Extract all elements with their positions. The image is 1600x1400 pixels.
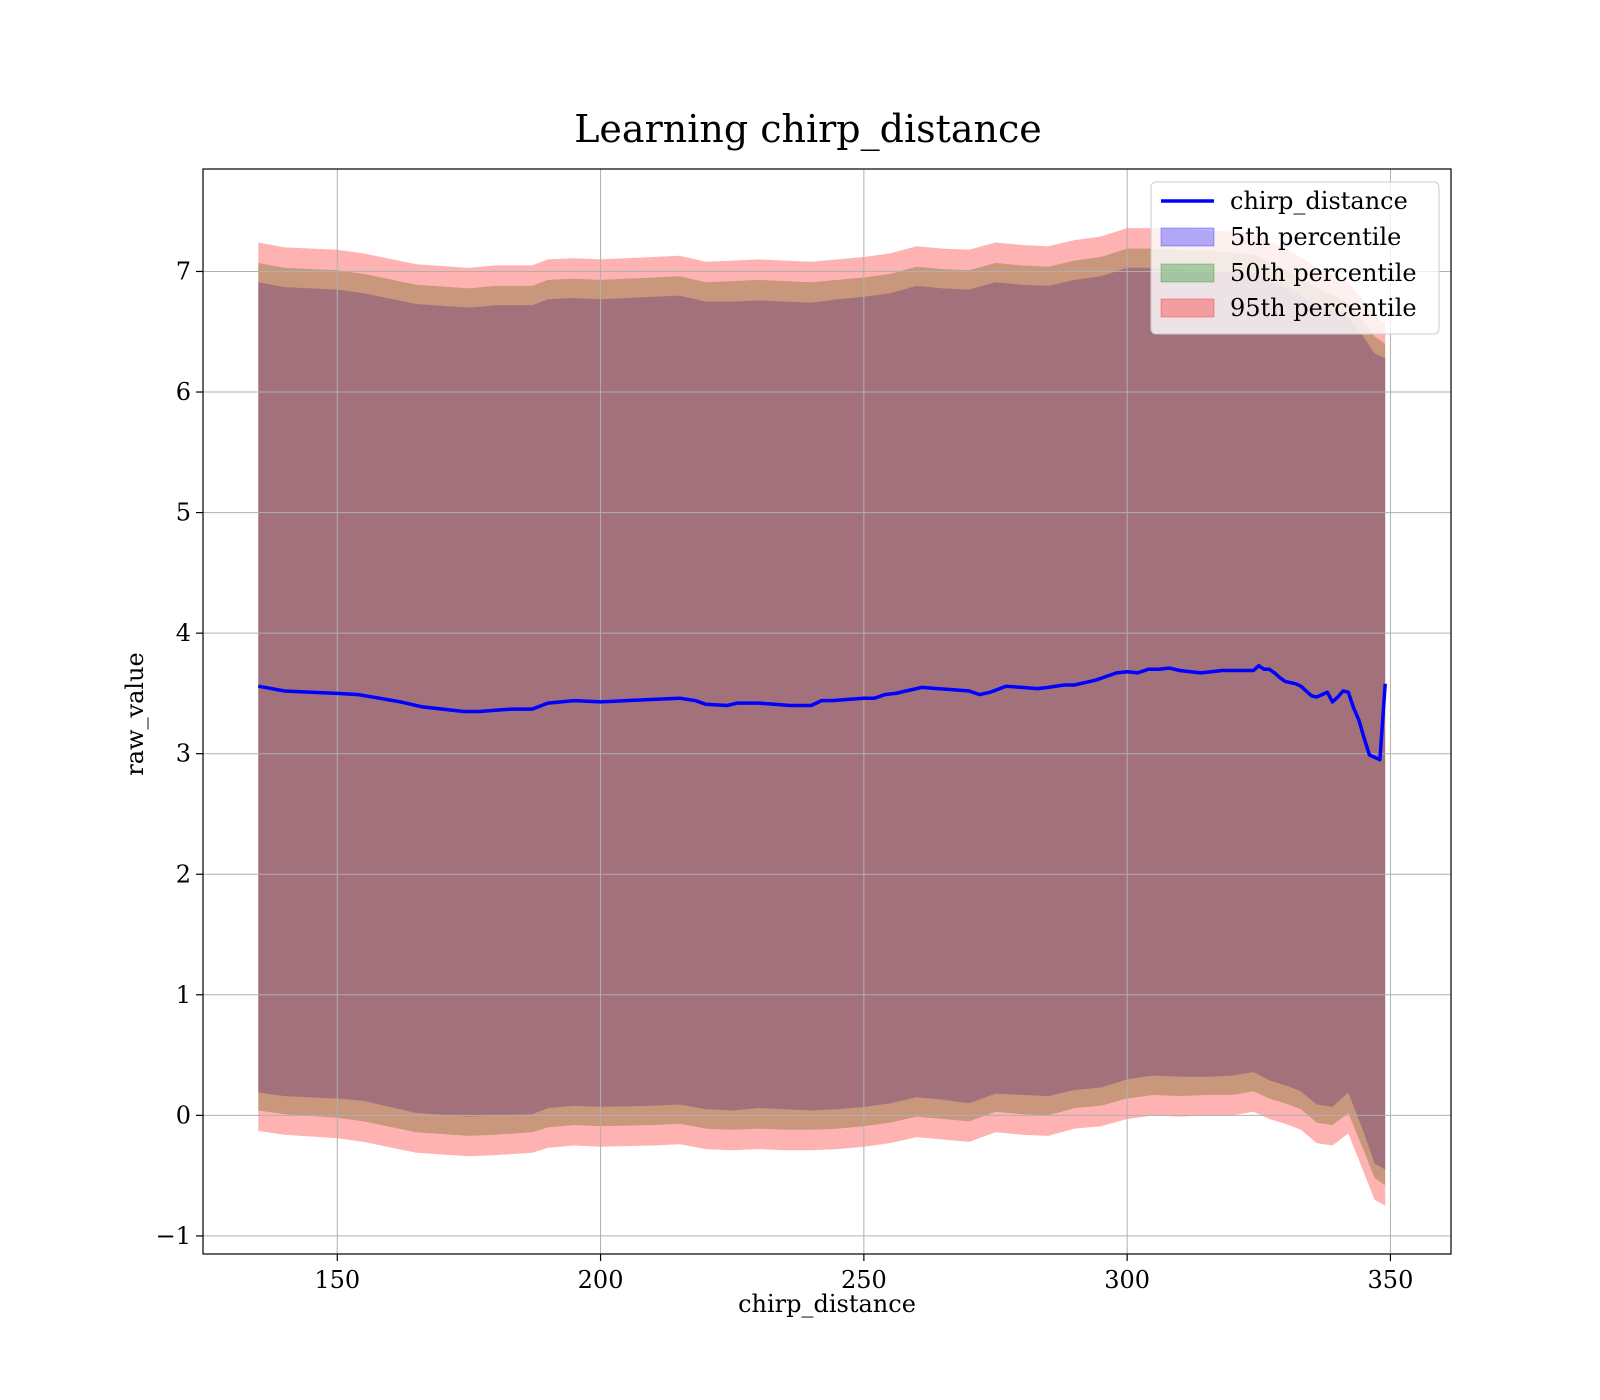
y-tick-label: 3	[176, 740, 191, 768]
legend-label: 50th percentile	[1230, 259, 1417, 287]
x-axis-label: chirp_distance	[738, 1290, 916, 1318]
band-95th-percentile	[258, 228, 1386, 1206]
x-tick-label: 200	[578, 1266, 624, 1294]
x-tick-label: 150	[314, 1266, 360, 1294]
legend-patch-swatch	[1160, 263, 1215, 283]
x-tick-label: 300	[1104, 1266, 1150, 1294]
y-tick-label: 7	[176, 257, 191, 285]
y-tick-label: 6	[176, 378, 191, 406]
plot-area: 150 200 250 300 350 −1 0 1 2 3 4 5 6 7 chirp_distance 5…	[156, 168, 1452, 1294]
axes-frame	[202, 168, 1452, 1255]
x-tick-label: 350	[1368, 1266, 1414, 1294]
band-50th-percentile	[258, 248, 1386, 1186]
y-tick-label: 4	[176, 619, 191, 647]
legend-label: 95th percentile	[1230, 294, 1417, 322]
legend-patch-swatch	[1160, 227, 1215, 247]
chart-title: Learning chirp_distance	[574, 107, 1042, 152]
series-line-chirp_distance	[257, 663, 1387, 762]
y-tick-label: 1	[176, 981, 191, 1009]
y-tick-label: −1	[156, 1222, 191, 1250]
y-tick-label: 2	[176, 860, 191, 888]
legend-label: 5th percentile	[1230, 223, 1401, 251]
band-5th-percentile	[258, 267, 1386, 1170]
legend-label: chirp_distance	[1230, 187, 1408, 215]
y-tick-label: 0	[176, 1101, 191, 1129]
y-axis-label: raw_value	[121, 652, 149, 776]
y-tick-label: 5	[176, 499, 191, 527]
legend-box	[1150, 181, 1440, 335]
x-tick-label: 250	[841, 1266, 887, 1294]
legend-patch-swatch	[1160, 298, 1215, 318]
